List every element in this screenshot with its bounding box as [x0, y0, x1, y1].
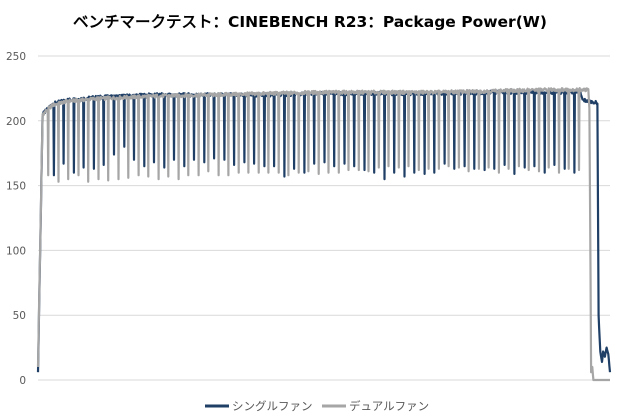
y-axis: 0 50 100 150 200 250 — [6, 51, 26, 387]
legend: シングルファン デュアルファン — [205, 399, 429, 413]
series-line-dual-fan — [36, 87, 611, 382]
y-tick-label-50: 50 — [13, 310, 26, 322]
legend-label-dual-fan: デュアルファン — [349, 399, 429, 413]
y-tick-label-150: 150 — [6, 181, 26, 193]
y-tick-label-250: 250 — [6, 51, 26, 63]
legend-label-single-fan: シングルファン — [232, 399, 313, 413]
y-tick-label-100: 100 — [6, 245, 26, 257]
y-tick-label-0: 0 — [19, 375, 26, 387]
chart-title: ベンチマークテスト：CINEBENCH R23：Package Power(W) — [73, 13, 547, 31]
y-tick-label-200: 200 — [6, 116, 26, 128]
series-line-single-fan — [36, 89, 612, 373]
series-lines — [36, 87, 612, 382]
